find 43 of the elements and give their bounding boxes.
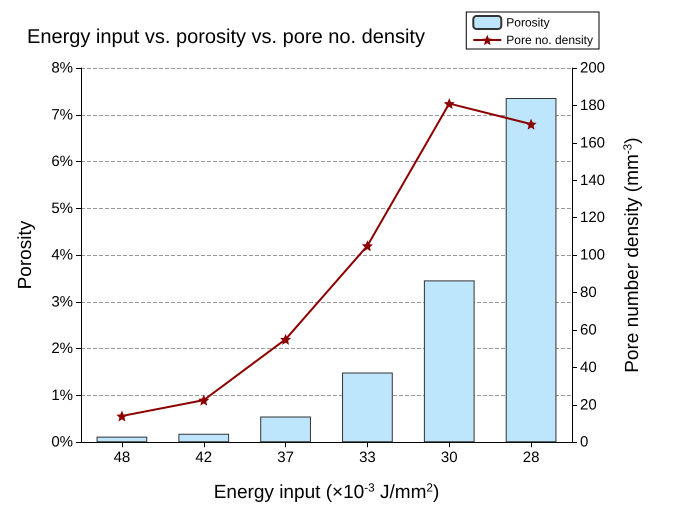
y2-tick-label: 140 (580, 172, 606, 189)
y2-tick-label: 160 (580, 134, 606, 152)
y2-tick-label: 20 (580, 396, 597, 414)
legend-label: Pore no. density (506, 33, 593, 47)
y2-tick-label: 200 (580, 60, 606, 76)
y-tick-label: 2% (51, 340, 73, 358)
y-tick-label: 4% (51, 246, 73, 264)
point (280, 334, 292, 345)
x-tick-label: 48 (114, 449, 130, 466)
bar (342, 372, 393, 442)
bar (506, 98, 556, 442)
y-tick-label: 1% (51, 386, 73, 404)
bar (260, 416, 311, 442)
y-tick-label: 3% (51, 293, 73, 310)
y2-tick-label: 120 (580, 209, 606, 226)
point (444, 98, 455, 110)
y2-tick-label: 180 (580, 96, 606, 114)
bar (424, 280, 475, 442)
x-tick-label: 42 (195, 449, 212, 466)
y2-tick-label: 100 (580, 246, 606, 264)
y-axis-title: Porosity (15, 220, 36, 290)
y2-axis-title: Pore number density (mm-3) (622, 137, 643, 373)
x-tick-label: 30 (440, 449, 458, 466)
y-tick-label: 8% (51, 60, 73, 76)
y2-tick-label: 60 (580, 321, 597, 338)
point (526, 118, 537, 130)
y-tick-label: 5% (51, 200, 73, 217)
legend-label: Porosity (506, 16, 550, 30)
y2-tick-label: 40 (580, 358, 597, 376)
y2-tick-label: 0 (580, 434, 588, 451)
point (362, 240, 373, 252)
y-tick-label: 6% (51, 153, 73, 170)
x-tick-label: 28 (522, 449, 540, 466)
bar (96, 436, 148, 442)
y2-tick-label: 80 (580, 284, 597, 302)
point (198, 394, 210, 406)
x-tick-label: 33 (359, 449, 376, 466)
bar (178, 434, 230, 442)
y-tick-label: 0% (51, 434, 73, 451)
point (116, 410, 128, 422)
x-tick-label: 37 (277, 449, 294, 466)
chart-title: Energy input vs. porosity vs. pore no. density (27, 26, 425, 48)
y-tick-label: 7% (51, 106, 73, 124)
